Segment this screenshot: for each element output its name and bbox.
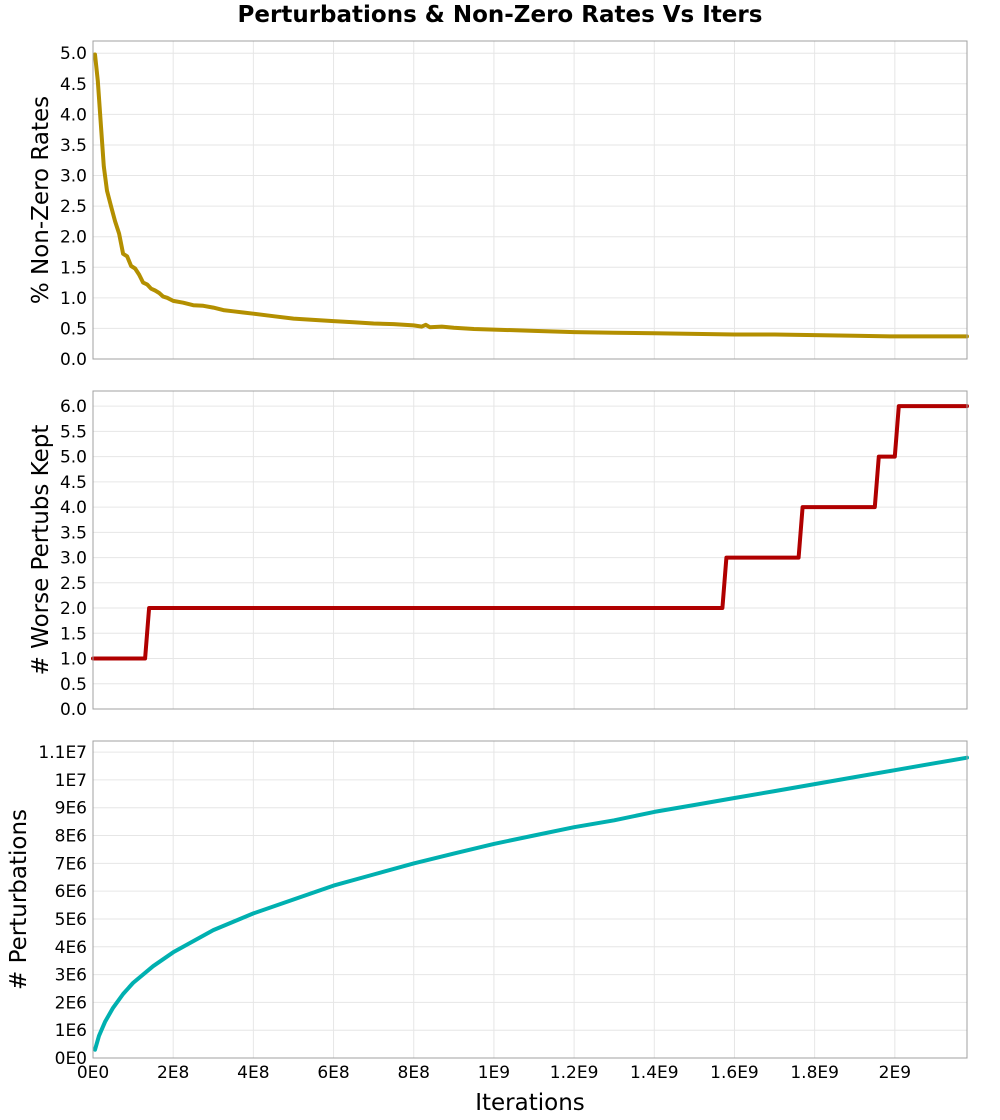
y-tick-label: 1E6 [55,1021,87,1041]
y-tick-label: 3.5 [60,523,87,543]
y-tick-label: 1.5 [60,258,87,278]
x-axis-title: Iterations [475,1090,585,1116]
x-tick-label: 1.6E9 [710,1063,759,1083]
x-tick-label: 1.4E9 [630,1063,679,1083]
y-tick-label: 5.0 [60,448,87,468]
x-tick-label: 6E8 [317,1063,349,1083]
y-axis-title: # Worse Pertubs Kept [28,425,54,676]
y-tick-label: 8E6 [55,827,87,847]
x-tick-label: 2E8 [157,1063,189,1083]
y-tick-label: 2E6 [55,993,87,1013]
y-tick-label: 6E6 [55,882,87,902]
plot-frame [92,390,968,710]
y-tick-label: 1.0 [60,650,87,670]
x-tick-label: 2E9 [879,1063,911,1083]
y-tick-label: 4.5 [60,75,87,95]
y-tick-label: 0E0 [55,1049,87,1069]
y-tick-label: 1.1E7 [38,743,87,763]
y-axis-title: % Non-Zero Rates [28,96,54,304]
y-tick-label: 0.5 [60,675,87,695]
y-tick-label: 2.5 [60,197,87,217]
chart-panel-2: 0.0 0.5 1.0 1.5 2.0 2.5 3.0 3.5 4.0 4.5 5.0 5.5 6.0 #… [28,390,969,720]
x-tick-label: 4E8 [237,1063,269,1083]
series-line [91,404,969,661]
y-tick-label: 3E6 [55,966,87,986]
plot-area [93,391,967,709]
y-tick-label: 3.0 [60,549,87,569]
y-tick-label: 7E6 [55,854,87,874]
y-tick-label: 5E6 [55,910,87,930]
series-line [93,52,969,339]
y-tick-label: 1E7 [55,771,87,791]
y-tick-label: 6.0 [60,397,87,417]
y-axis-title: # Perturbations [6,809,32,990]
chart-panel-1: 0.0 0.5 1.0 1.5 2.0 2.5 3.0 3.5 4.0 4.5 5.0 % Non-Z… [28,40,969,370]
plot-frame [92,740,968,1059]
y-tick-label: 0.5 [60,319,87,339]
chart-title: Perturbations & Non-Zero Rates Vs Iters [238,2,763,28]
x-tick-label: 1E9 [478,1063,510,1083]
x-tick-label: 1.2E9 [550,1063,599,1083]
y-tick-label: 2.0 [60,599,87,619]
y-tick-label: 0.0 [60,350,87,370]
y-tick-label: 2.5 [60,574,87,594]
y-tick-label: 4.0 [60,105,87,125]
plot-area [93,41,967,359]
y-tick-label: 5.5 [60,422,87,442]
y-tick-label: 2.0 [60,228,87,248]
y-tick-label: 3.0 [60,167,87,187]
y-tick-label: 0.0 [60,700,87,720]
x-tick-label: 1.8E9 [790,1063,839,1083]
y-tick-label: 9E6 [55,799,87,819]
plot-area [93,741,967,1058]
y-tick-label: 4.5 [60,473,87,493]
y-tick-label: 1.5 [60,624,87,644]
y-tick-label: 5.0 [60,44,87,64]
x-tick-label: 0E0 [77,1063,109,1083]
plot-frame [92,40,968,360]
chart-panels: 0.0 0.5 1.0 1.5 2.0 2.5 3.0 3.5 4.0 4.5 5.0 % Non-Z… [6,40,969,1116]
y-tick-label: 4E6 [55,938,87,958]
series-line [93,755,969,1052]
y-tick-label: 3.5 [60,136,87,156]
y-tick-label: 4.0 [60,498,87,518]
x-tick-label: 8E8 [398,1063,430,1083]
y-tick-label: 1.0 [60,289,87,309]
chart-panel-3: 0E0 1E6 2E6 3E6 4E6 5E6 6E6 7E6 8E6 9E6 1E7 1.1E7 0E… [6,740,969,1116]
